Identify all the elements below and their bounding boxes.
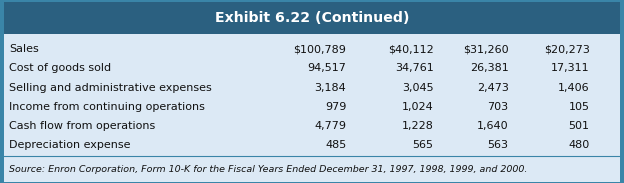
Text: 1,406: 1,406 — [558, 83, 590, 93]
Text: 501: 501 — [568, 121, 590, 131]
Text: 2,473: 2,473 — [477, 83, 509, 93]
Text: $20,273: $20,273 — [544, 44, 590, 54]
Text: 26,381: 26,381 — [470, 64, 509, 74]
Text: 480: 480 — [568, 140, 590, 150]
Text: 34,761: 34,761 — [395, 64, 434, 74]
Text: Source: Enron Corporation, Form 10-K for the Fiscal Years Ended December 31, 199: Source: Enron Corporation, Form 10-K for… — [9, 165, 528, 174]
FancyBboxPatch shape — [4, 2, 620, 34]
Text: 94,517: 94,517 — [308, 64, 346, 74]
Text: Depreciation expense: Depreciation expense — [9, 140, 131, 150]
Text: 565: 565 — [412, 140, 434, 150]
Text: 1,228: 1,228 — [402, 121, 434, 131]
Text: 17,311: 17,311 — [551, 64, 590, 74]
Text: 105: 105 — [568, 102, 590, 112]
Text: $31,260: $31,260 — [463, 44, 509, 54]
Text: 1,640: 1,640 — [477, 121, 509, 131]
Text: Cost of goods sold: Cost of goods sold — [9, 64, 112, 74]
Text: 4,779: 4,779 — [314, 121, 346, 131]
Text: 485: 485 — [325, 140, 346, 150]
Text: Sales: Sales — [9, 44, 39, 54]
Text: 979: 979 — [325, 102, 346, 112]
Text: 1,024: 1,024 — [402, 102, 434, 112]
Text: Selling and administrative expenses: Selling and administrative expenses — [9, 83, 212, 93]
Text: $100,789: $100,789 — [293, 44, 346, 54]
Text: 703: 703 — [487, 102, 509, 112]
FancyBboxPatch shape — [4, 157, 620, 182]
Text: 3,184: 3,184 — [314, 83, 346, 93]
Text: Income from continuing operations: Income from continuing operations — [9, 102, 205, 112]
Text: 563: 563 — [487, 140, 509, 150]
FancyBboxPatch shape — [4, 34, 620, 156]
Text: Cash flow from operations: Cash flow from operations — [9, 121, 155, 131]
Text: $40,112: $40,112 — [388, 44, 434, 54]
Text: 3,045: 3,045 — [402, 83, 434, 93]
Text: Exhibit 6.22 (Continued): Exhibit 6.22 (Continued) — [215, 11, 409, 25]
